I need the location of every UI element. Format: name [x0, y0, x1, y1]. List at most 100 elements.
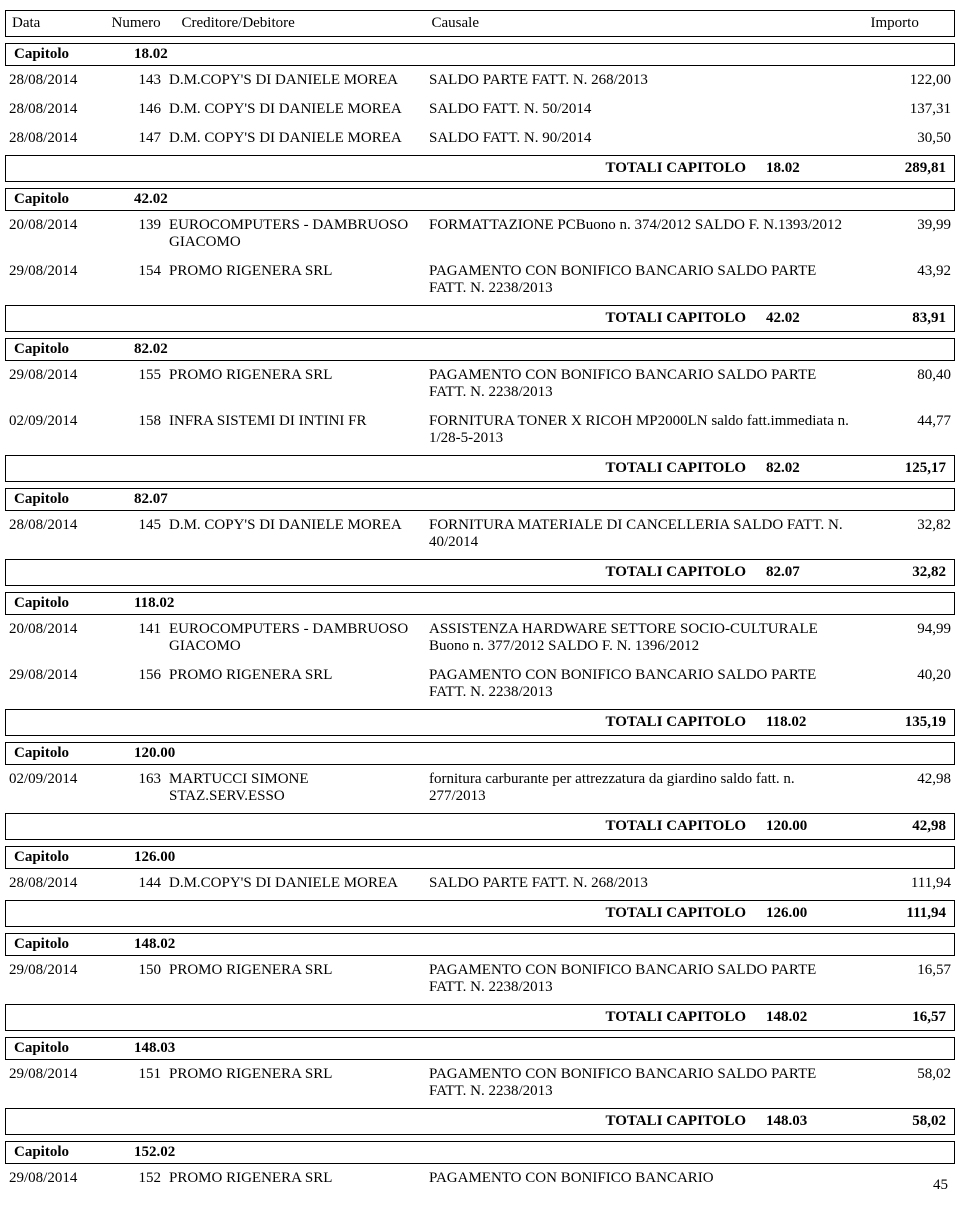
cell-causale: FORMATTAZIONE PCBuono n. 374/2012 SALDO …: [429, 217, 861, 234]
cell-creditore: PROMO RIGENERA SRL: [169, 667, 429, 684]
cell-creditore: EUROCOMPUTERS - DAMBRUOSO GIACOMO: [169, 621, 429, 655]
cell-creditore: PROMO RIGENERA SRL: [169, 962, 429, 979]
cell-importo: 94,99: [861, 621, 951, 638]
capitolo-code: 148.03: [134, 1040, 175, 1057]
capitolo-code: 18.02: [134, 46, 168, 63]
cell-importo: 137,31: [861, 101, 951, 118]
capitolo-label: Capitolo: [14, 1040, 134, 1057]
total-label: TOTALI CAPITOLO: [14, 1113, 766, 1130]
total-label: TOTALI CAPITOLO: [14, 564, 766, 581]
cell-numero: 163: [109, 771, 169, 788]
cell-causale: PAGAMENTO CON BONIFICO BANCARIO SALDO PA…: [429, 367, 861, 401]
entry-row: 29/08/2014154PROMO RIGENERA SRLPAGAMENTO…: [5, 257, 955, 303]
capitolo-code: 148.02: [134, 936, 175, 953]
cell-creditore: PROMO RIGENERA SRL: [169, 1170, 429, 1187]
cell-causale: SALDO PARTE FATT. N. 268/2013: [429, 875, 861, 892]
cell-numero: 150: [109, 962, 169, 979]
cell-causale: FORNITURA MATERIALE DI CANCELLERIA SALDO…: [429, 517, 861, 551]
capitolo-header: Capitolo82.02: [5, 338, 955, 361]
entry-row: 02/09/2014158INFRA SISTEMI DI INTINI FRF…: [5, 407, 955, 453]
capitolo-label: Capitolo: [14, 1144, 134, 1161]
cell-numero: 147: [109, 130, 169, 147]
total-row: TOTALI CAPITOLO82.02125,17: [5, 455, 955, 482]
cell-importo: 40,20: [861, 667, 951, 684]
cell-numero: 143: [109, 72, 169, 89]
cell-numero: 158: [109, 413, 169, 430]
total-code: 126.00: [766, 905, 856, 922]
entry-row: 28/08/2014144D.M.COPY'S DI DANIELE MOREA…: [5, 869, 955, 898]
cell-importo: 30,50: [861, 130, 951, 147]
column-headers: Data Numero Creditore/Debitore Causale I…: [5, 10, 955, 37]
cell-data: 29/08/2014: [9, 962, 109, 979]
total-row: TOTALI CAPITOLO148.0216,57: [5, 1004, 955, 1031]
cell-importo: 39,99: [861, 217, 951, 234]
cell-importo: 122,00: [861, 72, 951, 89]
header-numero: Numero: [106, 11, 176, 37]
capitolo-code: 152.02: [134, 1144, 175, 1161]
total-code: 148.02: [766, 1009, 856, 1026]
cell-creditore: MARTUCCI SIMONE STAZ.SERV.ESSO: [169, 771, 429, 805]
capitolo-label: Capitolo: [14, 191, 134, 208]
cell-creditore: D.M. COPY'S DI DANIELE MOREA: [169, 517, 429, 534]
capitolo-label: Capitolo: [14, 46, 134, 63]
entry-row: 29/08/2014151PROMO RIGENERA SRLPAGAMENTO…: [5, 1060, 955, 1106]
capitolo-code: 120.00: [134, 745, 175, 762]
cell-creditore: EUROCOMPUTERS - DAMBRUOSO GIACOMO: [169, 217, 429, 251]
cell-data: 29/08/2014: [9, 1170, 109, 1187]
cell-causale: SALDO FATT. N. 50/2014: [429, 101, 861, 118]
header-importo: Importo: [865, 11, 955, 37]
cell-creditore: D.M.COPY'S DI DANIELE MOREA: [169, 875, 429, 892]
cell-data: 28/08/2014: [9, 72, 109, 89]
cell-importo: 58,02: [861, 1066, 951, 1083]
cell-numero: 151: [109, 1066, 169, 1083]
entry-row: 29/08/2014150PROMO RIGENERA SRLPAGAMENTO…: [5, 956, 955, 1002]
cell-data: 29/08/2014: [9, 263, 109, 280]
cell-creditore: INFRA SISTEMI DI INTINI FR: [169, 413, 429, 430]
entry-row: 29/08/2014152PROMO RIGENERA SRLPAGAMENTO…: [5, 1164, 955, 1193]
entry-row: 28/08/2014143D.M.COPY'S DI DANIELE MOREA…: [5, 66, 955, 95]
capitolo-header: Capitolo152.02: [5, 1141, 955, 1164]
capitolo-code: 82.02: [134, 341, 168, 358]
capitolo-code: 118.02: [134, 595, 174, 612]
cell-causale: PAGAMENTO CON BONIFICO BANCARIO SALDO PA…: [429, 1066, 861, 1100]
cell-data: 20/08/2014: [9, 621, 109, 638]
page-number: 45: [933, 1177, 948, 1194]
cell-data: 29/08/2014: [9, 1066, 109, 1083]
capitolo-code: 82.07: [134, 491, 168, 508]
cell-numero: 152: [109, 1170, 169, 1187]
cell-data: 02/09/2014: [9, 771, 109, 788]
total-code: 82.02: [766, 460, 856, 477]
capitolo-header: Capitolo148.03: [5, 1037, 955, 1060]
capitolo-label: Capitolo: [14, 745, 134, 762]
total-row: TOTALI CAPITOLO42.0283,91: [5, 305, 955, 332]
total-amount: 289,81: [856, 160, 946, 177]
cell-causale: PAGAMENTO CON BONIFICO BANCARIO SALDO PA…: [429, 263, 861, 297]
total-row: TOTALI CAPITOLO120.0042,98: [5, 813, 955, 840]
capitolo-header: Capitolo126.00: [5, 846, 955, 869]
total-label: TOTALI CAPITOLO: [14, 905, 766, 922]
entry-row: 29/08/2014156PROMO RIGENERA SRLPAGAMENTO…: [5, 661, 955, 707]
cell-numero: 144: [109, 875, 169, 892]
total-label: TOTALI CAPITOLO: [14, 1009, 766, 1026]
cell-creditore: D.M.COPY'S DI DANIELE MOREA: [169, 72, 429, 89]
capitolo-header: Capitolo18.02: [5, 43, 955, 66]
total-code: 120.00: [766, 818, 856, 835]
capitolo-label: Capitolo: [14, 341, 134, 358]
document-page: Data Numero Creditore/Debitore Causale I…: [0, 0, 960, 1198]
capitolo-code: 42.02: [134, 191, 168, 208]
cell-numero: 155: [109, 367, 169, 384]
total-label: TOTALI CAPITOLO: [14, 160, 766, 177]
capitolo-label: Capitolo: [14, 849, 134, 866]
capitolo-label: Capitolo: [14, 595, 134, 612]
cell-data: 28/08/2014: [9, 101, 109, 118]
cell-importo: 32,82: [861, 517, 951, 534]
cell-numero: 146: [109, 101, 169, 118]
total-code: 82.07: [766, 564, 856, 581]
capitolo-header: Capitolo148.02: [5, 933, 955, 956]
total-label: TOTALI CAPITOLO: [14, 310, 766, 327]
entry-row: 28/08/2014146D.M. COPY'S DI DANIELE MORE…: [5, 95, 955, 124]
cell-importo: 111,94: [861, 875, 951, 892]
header-creditore: Creditore/Debitore: [176, 11, 426, 37]
total-amount: 16,57: [856, 1009, 946, 1026]
cell-creditore: PROMO RIGENERA SRL: [169, 1066, 429, 1083]
